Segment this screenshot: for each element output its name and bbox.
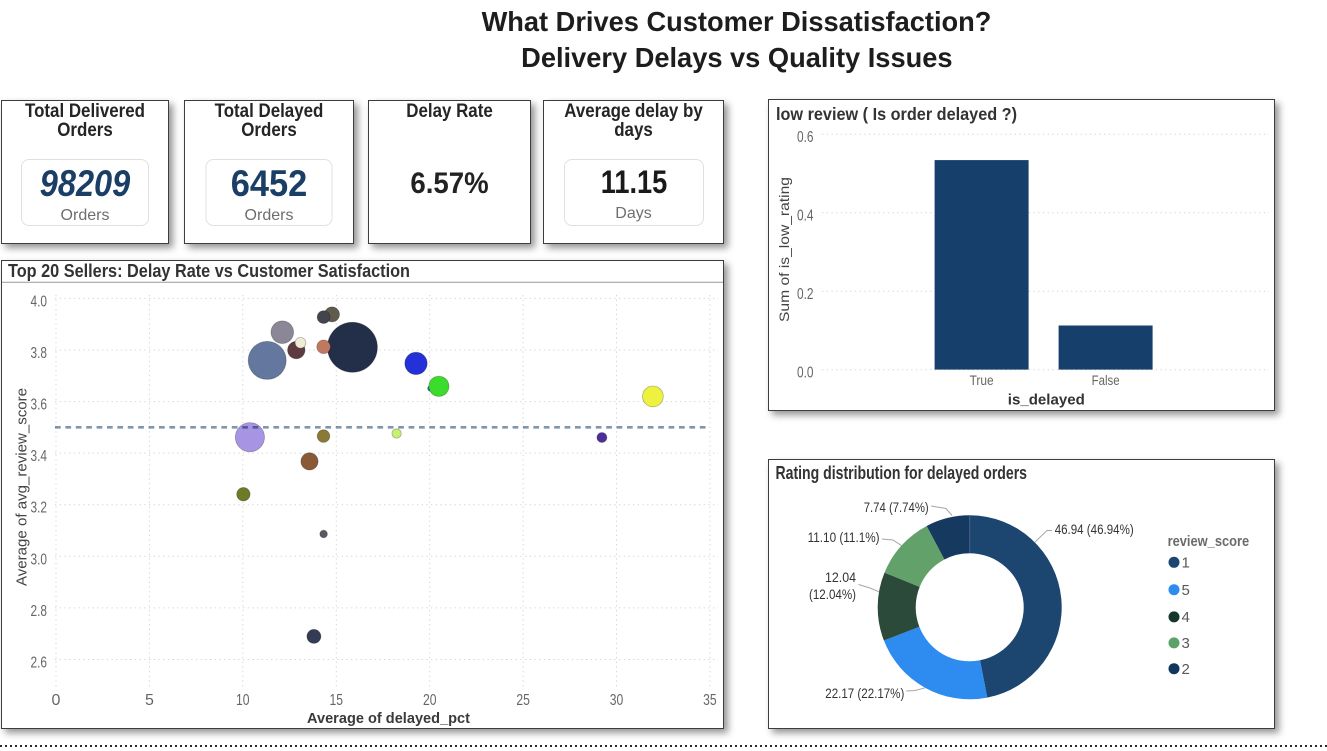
svg-text:30: 30 — [610, 692, 624, 709]
svg-text:review_score: review_score — [1168, 533, 1250, 550]
svg-text:3.2: 3.2 — [31, 500, 48, 517]
svg-text:0.2: 0.2 — [797, 286, 814, 303]
svg-text:20: 20 — [423, 692, 437, 709]
svg-text:0.4: 0.4 — [797, 208, 814, 225]
svg-text:5: 5 — [145, 692, 154, 709]
svg-text:3.4: 3.4 — [31, 448, 48, 465]
svg-text:False: False — [1092, 373, 1120, 388]
svg-text:low review ( Is order delayed: low review ( Is order delayed ?) — [776, 104, 1017, 124]
svg-text:15: 15 — [330, 692, 344, 709]
svg-text:Average of avg_review_score: Average of avg_review_score — [14, 388, 31, 586]
svg-text:True: True — [970, 373, 994, 388]
svg-text:3: 3 — [1182, 635, 1190, 652]
svg-text:Average of delayed_pct: Average of delayed_pct — [307, 711, 470, 727]
svg-text:2.8: 2.8 — [31, 603, 48, 620]
svg-text:12.04: 12.04 — [825, 570, 856, 585]
svg-text:1: 1 — [1182, 555, 1190, 572]
svg-text:0.0: 0.0 — [797, 365, 814, 382]
svg-text:35: 35 — [703, 692, 717, 709]
svg-text:3.6: 3.6 — [31, 397, 48, 414]
svg-text:is_delayed: is_delayed — [1008, 393, 1085, 409]
svg-text:10: 10 — [236, 692, 250, 709]
svg-text:2: 2 — [1182, 661, 1190, 678]
svg-text:5: 5 — [1182, 582, 1190, 599]
svg-text:0: 0 — [52, 692, 61, 709]
svg-text:25: 25 — [516, 692, 530, 709]
svg-text:46.94 (46.94%): 46.94 (46.94%) — [1055, 522, 1134, 537]
svg-text:Rating distribution for delaye: Rating distribution for delayed orders — [776, 463, 1028, 483]
svg-text:7.74 (7.74%): 7.74 (7.74%) — [864, 500, 929, 515]
svg-text:3.0: 3.0 — [31, 551, 48, 568]
svg-text:Top 20 Sellers: Delay Rate vs: Top 20 Sellers: Delay Rate vs Customer S… — [8, 261, 410, 281]
svg-text:(12.04%): (12.04%) — [809, 587, 856, 602]
svg-text:Sum of is_low_rating: Sum of is_low_rating — [776, 177, 792, 322]
svg-text:4: 4 — [1182, 609, 1190, 626]
svg-text:3.8: 3.8 — [31, 345, 48, 362]
svg-text:22.17 (22.17%): 22.17 (22.17%) — [825, 686, 904, 701]
svg-text:4.0: 4.0 — [31, 293, 48, 310]
svg-text:11.10 (11.1%): 11.10 (11.1%) — [808, 530, 880, 545]
svg-text:0.6: 0.6 — [797, 129, 814, 146]
svg-text:2.6: 2.6 — [31, 655, 48, 672]
